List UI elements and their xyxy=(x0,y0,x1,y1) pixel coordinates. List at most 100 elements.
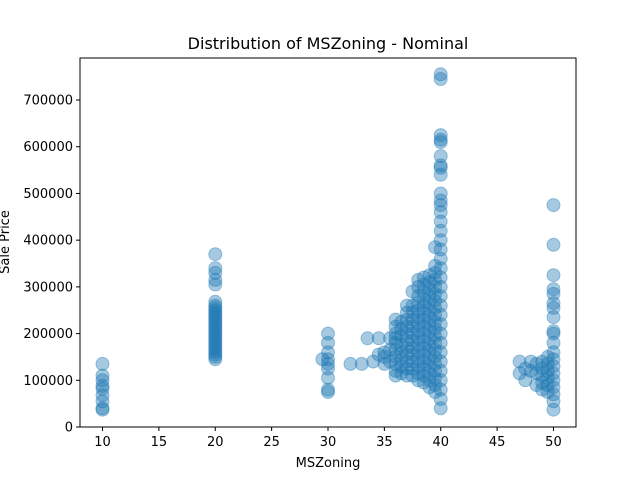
data-point xyxy=(546,402,561,417)
data-point xyxy=(428,371,443,385)
data-point xyxy=(411,272,426,287)
data-point xyxy=(411,331,426,346)
data-point xyxy=(428,279,443,294)
data-point xyxy=(428,342,443,357)
data-point xyxy=(433,392,448,406)
data-point xyxy=(360,331,375,346)
data-point xyxy=(518,373,533,388)
data-point xyxy=(546,326,561,341)
data-point xyxy=(208,272,223,287)
data-point xyxy=(546,324,561,339)
data-point xyxy=(416,375,431,390)
data-point xyxy=(428,286,443,301)
data-point xyxy=(208,298,223,313)
data-point xyxy=(428,265,443,280)
data-point xyxy=(428,307,443,322)
data-point xyxy=(422,359,437,374)
data-point xyxy=(95,378,110,393)
data-point xyxy=(433,382,448,397)
data-point xyxy=(399,368,414,383)
data-point xyxy=(411,310,426,325)
data-point xyxy=(208,305,223,320)
data-point xyxy=(405,326,420,341)
data-point xyxy=(546,387,561,402)
data-point xyxy=(208,310,223,325)
data-point xyxy=(433,72,448,86)
data-point xyxy=(399,361,414,376)
data-point xyxy=(433,167,448,182)
data-point xyxy=(321,335,335,350)
x-tick-label: 20 xyxy=(207,435,224,450)
data-point xyxy=(394,321,409,336)
data-point xyxy=(422,317,437,332)
data-point xyxy=(399,312,414,327)
data-point xyxy=(399,347,414,362)
data-point xyxy=(208,265,223,280)
data-point xyxy=(411,373,426,388)
data-point xyxy=(540,378,555,392)
data-point xyxy=(428,378,443,392)
data-point xyxy=(433,205,448,220)
data-point xyxy=(416,270,431,285)
data-point xyxy=(321,352,335,367)
data-point xyxy=(433,317,448,332)
data-point xyxy=(535,354,550,369)
data-point xyxy=(399,298,414,313)
data-point xyxy=(383,342,397,357)
data-point xyxy=(208,335,223,350)
data-point xyxy=(405,333,420,348)
y-tick-label: 300000 xyxy=(23,280,73,295)
data-point xyxy=(416,326,431,341)
data-point xyxy=(540,356,555,371)
data-point xyxy=(433,363,448,378)
y-tick-label: 100000 xyxy=(23,374,73,389)
x-tick-label: 45 xyxy=(489,435,506,450)
data-point xyxy=(433,135,448,150)
data-point xyxy=(399,305,414,320)
data-point xyxy=(428,300,443,315)
data-point xyxy=(523,363,538,378)
data-point xyxy=(208,317,223,332)
data-point xyxy=(208,300,223,315)
data-point xyxy=(388,342,403,357)
data-point xyxy=(411,279,426,294)
data-point xyxy=(405,284,420,299)
data-point xyxy=(388,312,403,327)
data-point xyxy=(377,349,392,364)
data-point xyxy=(208,324,223,339)
data-point xyxy=(416,368,431,383)
data-point xyxy=(411,289,426,304)
x-axis-ticks: 10 15 20 25 30 35 40 45 50 xyxy=(94,427,562,450)
data-point xyxy=(208,247,223,262)
data-point xyxy=(95,388,110,403)
data-point xyxy=(383,354,397,369)
data-point xyxy=(523,354,538,369)
data-point xyxy=(208,352,223,367)
data-point xyxy=(546,359,561,374)
data-point xyxy=(95,356,110,371)
data-point xyxy=(366,354,381,369)
data-point xyxy=(208,326,223,341)
data-point xyxy=(422,338,437,353)
data-point xyxy=(428,363,443,378)
data-point xyxy=(535,382,550,397)
data-point xyxy=(433,242,448,257)
data-point xyxy=(546,198,561,213)
data-point xyxy=(405,298,420,313)
data-point xyxy=(411,296,426,311)
data-point xyxy=(512,366,527,381)
data-point xyxy=(529,366,544,381)
data-point xyxy=(416,319,431,334)
data-point xyxy=(388,335,403,350)
data-point xyxy=(405,347,420,362)
data-point xyxy=(422,303,437,318)
data-point xyxy=(433,354,448,369)
data-point xyxy=(405,368,420,383)
data-point xyxy=(535,375,550,390)
data-point xyxy=(411,324,426,339)
data-point xyxy=(208,347,223,362)
data-point xyxy=(433,289,448,304)
data-point xyxy=(388,363,403,378)
